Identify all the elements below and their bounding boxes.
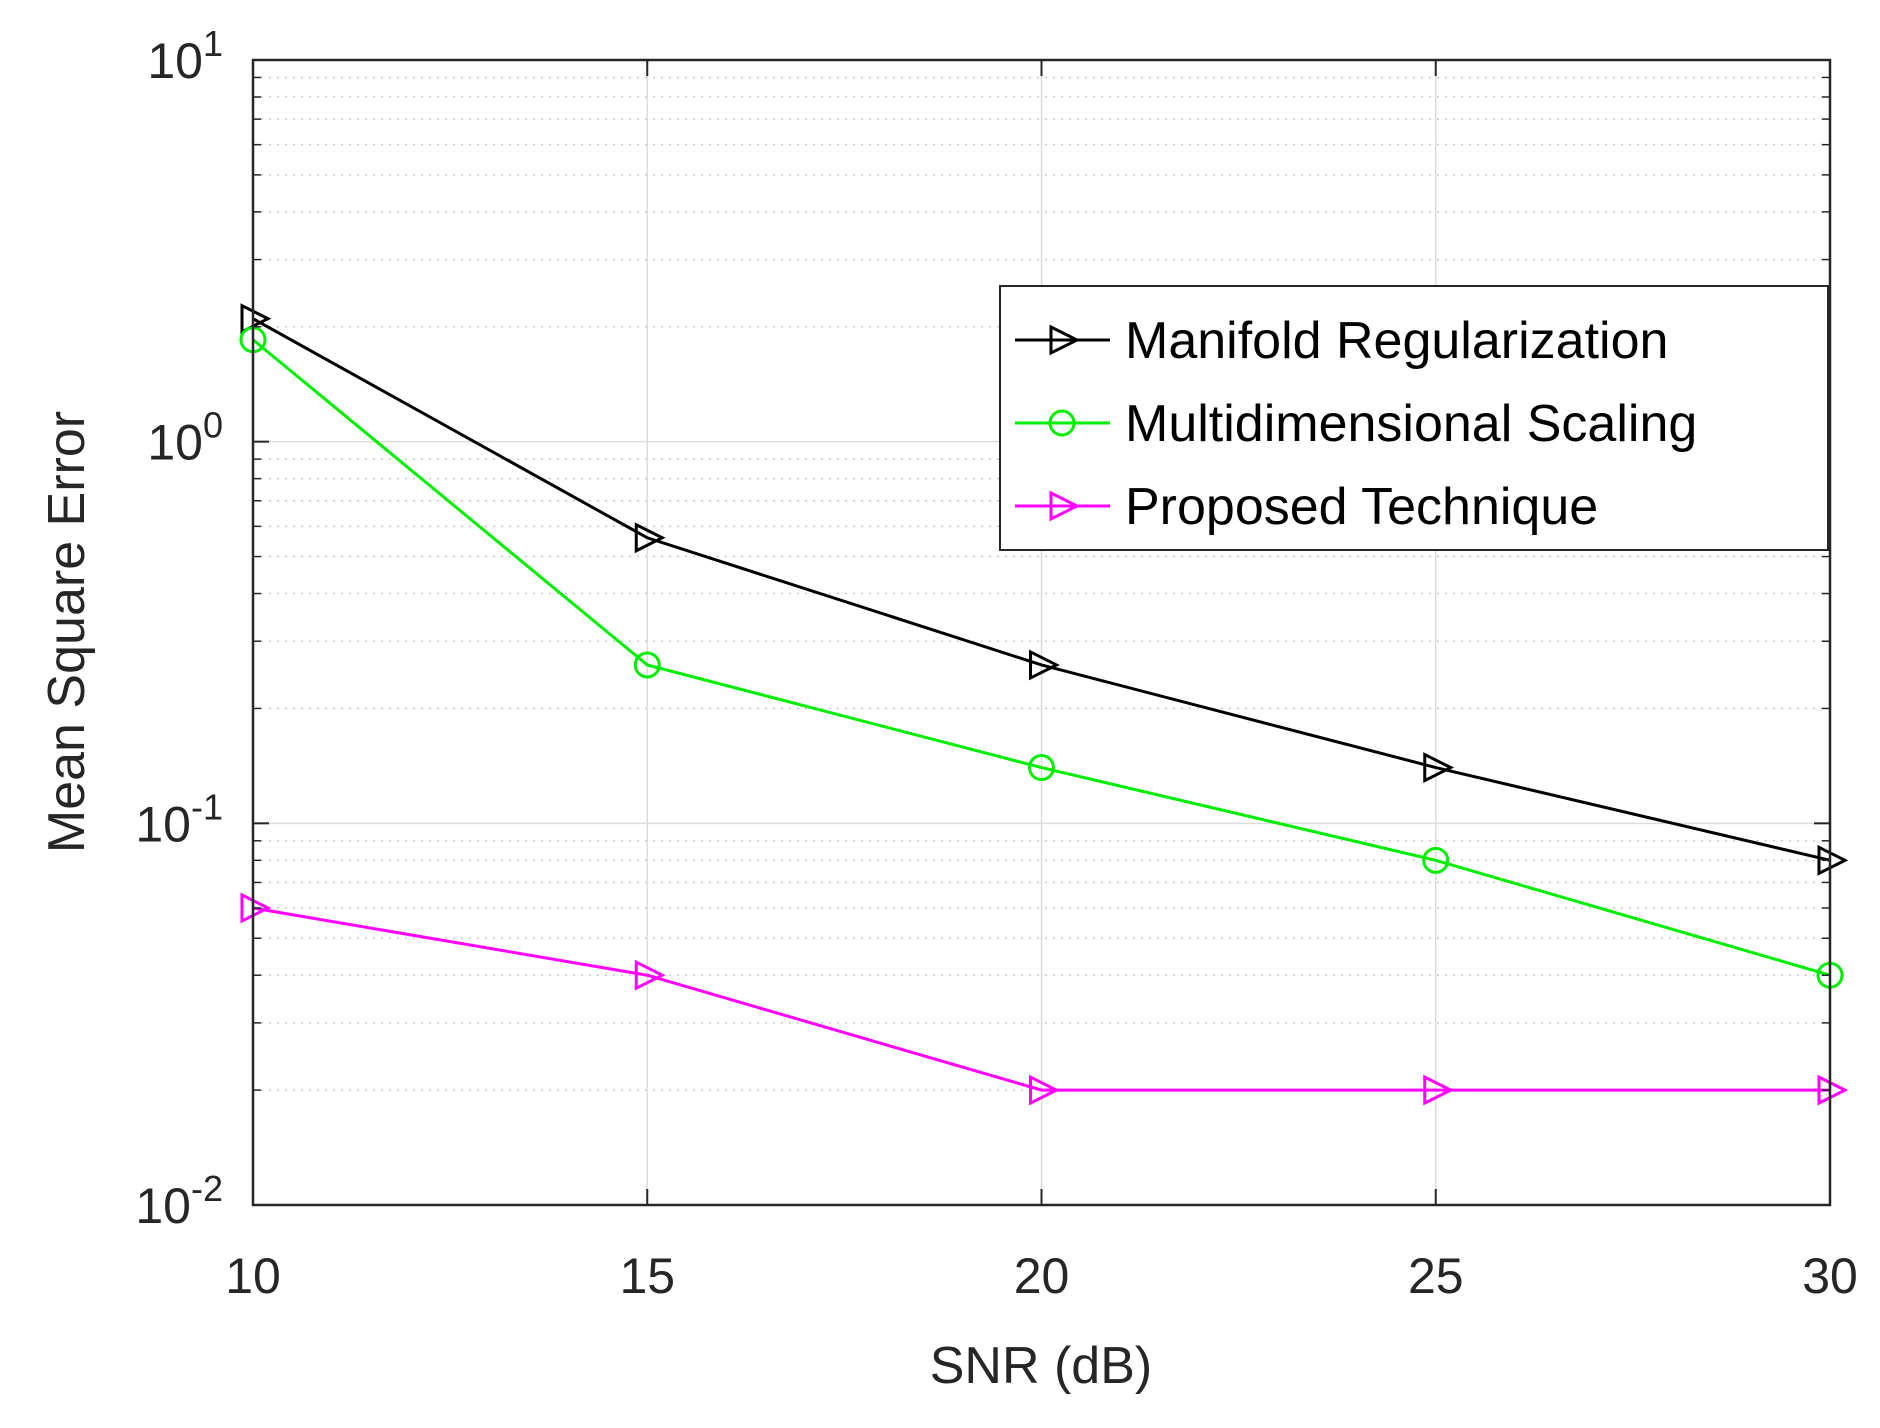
data-point [633, 651, 661, 679]
data-point [240, 303, 272, 335]
x-tick-label: 10 [225, 1248, 281, 1304]
legend: Manifold Regularization Multidimensional … [999, 285, 1829, 551]
series-1 [240, 303, 1849, 876]
data-point [1422, 846, 1450, 874]
y-tick-labels: 10-2 10-1 100 101 [135, 23, 223, 1234]
y-tick-label: 101 [147, 23, 223, 89]
data-point [1028, 754, 1055, 782]
data-point [1029, 1074, 1060, 1106]
x-tick-label: 15 [619, 1248, 675, 1304]
data-point [1423, 752, 1455, 783]
legend-label: Multidimensional Scaling [1125, 395, 1697, 453]
legend-label: Proposed Technique [1125, 478, 1598, 536]
legend-marker [1049, 324, 1081, 356]
series-line [252, 317, 1831, 862]
y-tick-label: 10-2 [135, 1168, 223, 1234]
data-point [1817, 844, 1849, 876]
y-tick-label: 100 [147, 405, 223, 471]
x-tick-label: 25 [1408, 1248, 1464, 1304]
data-point [634, 959, 666, 991]
axis-ticks [252, 59, 1831, 1206]
data-point [1817, 1074, 1849, 1106]
series-3 [240, 892, 1849, 1106]
legend-label: Manifold Regularization [1125, 312, 1668, 370]
legend-marker [1048, 409, 1076, 437]
x-tick-label: 30 [1802, 1248, 1858, 1304]
y-tick-label: 10-1 [135, 786, 223, 852]
data-point [1029, 649, 1060, 681]
legend-marker [1049, 490, 1081, 522]
x-axis-label: SNR (dB) [930, 1337, 1152, 1395]
series-line [252, 906, 1830, 1092]
legend-box [999, 285, 1829, 551]
y-axis-label: Mean Square Error [38, 411, 96, 853]
data-point [634, 522, 666, 554]
legend-item: Manifold Regularization [1015, 312, 1668, 370]
data-point [240, 892, 272, 924]
x-tick-labels: 10 15 20 25 30 [225, 1248, 1858, 1304]
legend-item: Proposed Technique [1015, 478, 1598, 536]
legend-item: Multidimensional Scaling [1015, 395, 1697, 453]
x-tick-label: 20 [1014, 1248, 1070, 1304]
data-point [1423, 1074, 1455, 1106]
series-line [252, 338, 1831, 977]
